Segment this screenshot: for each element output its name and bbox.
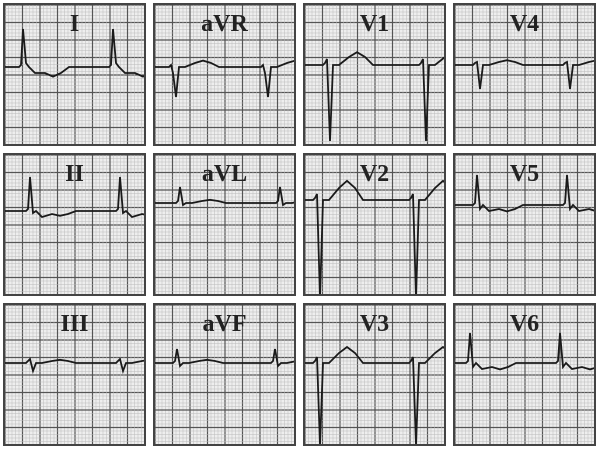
ecg-trace xyxy=(5,176,144,219)
ecg-trace xyxy=(455,174,594,213)
ecg-grid xyxy=(455,5,594,144)
lead-label: V3 xyxy=(359,311,390,337)
ecg-trace xyxy=(305,179,444,294)
lead-label: V5 xyxy=(509,161,540,187)
ecg-grid xyxy=(455,155,594,294)
ecg-trace xyxy=(305,345,444,444)
ecg-grid xyxy=(5,305,144,444)
lead-label: aVF xyxy=(202,311,247,337)
lead-label: aVL xyxy=(201,161,248,187)
lead-panel-v3: V3 xyxy=(303,303,446,446)
lead-label: III xyxy=(60,311,89,337)
lead-panel-avr: aVR xyxy=(153,3,296,146)
lead-panel-avl: aVL xyxy=(153,153,296,296)
lead-label: V4 xyxy=(509,11,540,37)
ecg-grid xyxy=(155,5,294,144)
lead-label: V2 xyxy=(359,161,390,187)
ecg-grid xyxy=(155,155,294,294)
ecg-trace xyxy=(455,332,594,371)
lead-panel-v4: V4 xyxy=(453,3,596,146)
ecg-trace xyxy=(155,59,294,98)
ecg-grid xyxy=(305,155,444,294)
lead-panel-v6: V6 xyxy=(453,303,596,446)
ecg-trace xyxy=(455,59,594,90)
ecg-grid xyxy=(305,305,444,444)
lead-label: V1 xyxy=(359,11,390,37)
ecg-trace xyxy=(5,357,144,375)
lead-label: aVR xyxy=(201,11,248,37)
lead-panel-v1: V1 xyxy=(303,3,446,146)
ecg-grid xyxy=(5,5,144,144)
lead-label: V6 xyxy=(509,311,540,337)
ecg-trace xyxy=(305,51,444,142)
lead-panel-iii: III xyxy=(3,303,146,446)
ecg-trace xyxy=(5,28,144,78)
lead-label: I xyxy=(69,11,80,37)
lead-panel-avf: aVF xyxy=(153,303,296,446)
lead-panel-v5: V5 xyxy=(453,153,596,296)
lead-panel-ii: II xyxy=(3,153,146,296)
ecg-grid xyxy=(305,5,444,144)
lead-panel-i: I xyxy=(3,3,146,146)
ecg-trace xyxy=(155,186,294,207)
ecg-trace xyxy=(155,348,294,368)
ecg-grid xyxy=(155,305,294,444)
ecg-grid xyxy=(455,305,594,444)
ecg-grid xyxy=(5,155,144,294)
lead-panel-v2: V2 xyxy=(303,153,446,296)
lead-label: II xyxy=(65,161,84,187)
